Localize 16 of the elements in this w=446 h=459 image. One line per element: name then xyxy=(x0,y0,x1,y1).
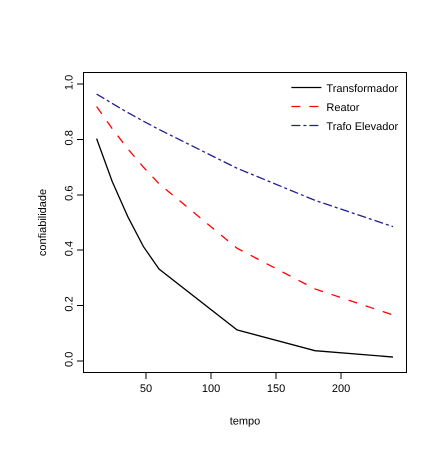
legend-label: Reator xyxy=(326,102,360,114)
line-series xyxy=(96,138,394,358)
y-axis-title: confiabilidade xyxy=(37,188,50,256)
x-tick-label: 200 xyxy=(332,383,350,396)
legend-label: Trafo Elevador xyxy=(326,120,398,133)
x-tick-label: 100 xyxy=(202,383,220,396)
y-tick-label: 0.0 xyxy=(64,352,76,367)
y-tick-label: 0.8 xyxy=(64,130,76,146)
x-tick-label: 50 xyxy=(140,383,152,396)
y-tick-label: 0.2 xyxy=(64,296,76,312)
y-tick-label: 1.0 xyxy=(64,74,76,90)
y-tick-label: 0.6 xyxy=(64,186,76,201)
y-tick-label: 0.4 xyxy=(64,240,76,256)
x-tick-label: 150 xyxy=(266,383,286,396)
legend-label: Transformador xyxy=(326,82,398,95)
x-axis-title: tempo xyxy=(230,415,260,428)
